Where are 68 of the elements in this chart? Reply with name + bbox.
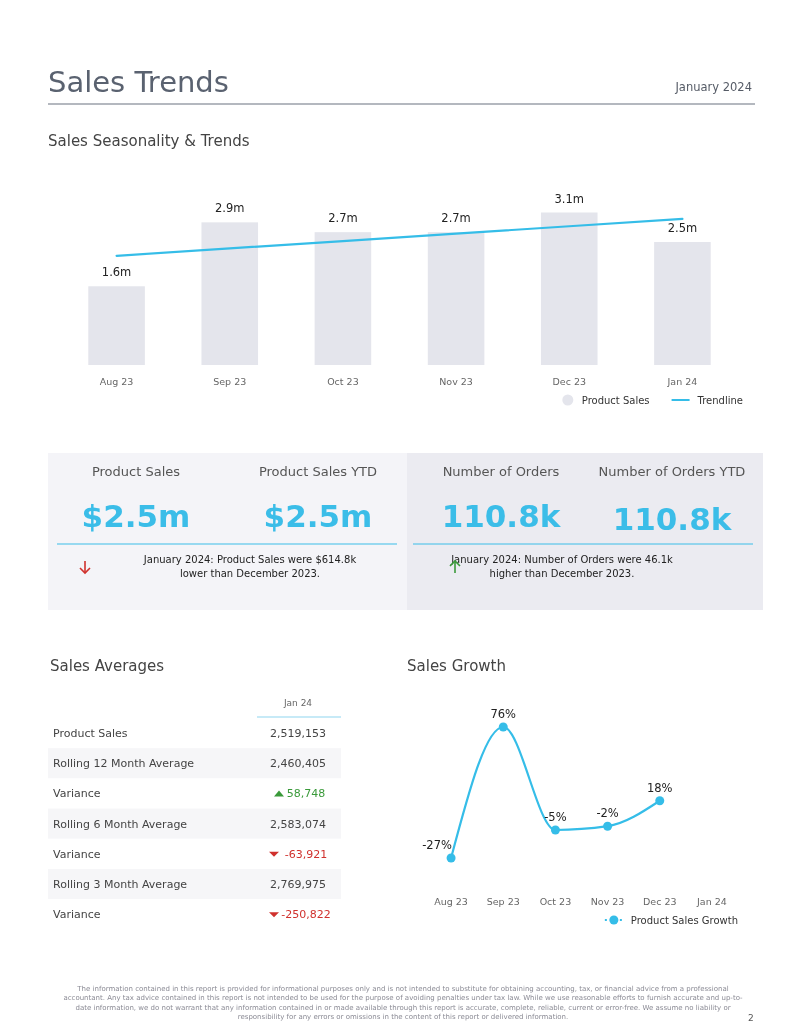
data-label: -5% [544,810,567,825]
bar [88,286,145,365]
text: 2,460,405 [270,757,326,771]
text: Jan 24 [282,698,313,708]
chart-title: Sales Seasonality & Trends [48,132,250,150]
category-label: Product Sales YTD [258,464,378,479]
x-tick-label: Sep 23 [486,896,520,907]
text: -63,921 [284,847,328,861]
text: January 2024 [674,80,752,94]
data-label: 2.5m [667,221,698,236]
text: 2,519,153 [270,727,326,740]
bar [201,222,259,365]
category-label: Product Sales [53,727,128,740]
data-label: 2.7m [328,211,358,226]
point [655,796,665,806]
text: Sales Trends [48,65,229,99]
category-label: Rolling 6 Month Average [53,817,188,831]
x-tick-label: Dec 23 [643,896,677,907]
text: January 2024: Product Sales were $614.8k lower than December 2023. [142,554,357,579]
category-label: Rolling 12 Month Average [53,757,195,771]
x-tick-label: Oct 23 [327,376,359,387]
category-label: Variance [53,847,101,861]
data-label: 18% [646,780,673,795]
category-label: Product Sales [91,464,181,479]
x-tick-label: Aug 23 [434,896,468,907]
text: 2,583,074 [270,817,326,831]
category-label: Variance [53,787,101,801]
bar [427,232,485,365]
x-tick-label: Nov 23 [439,376,473,387]
data-label: -27% [422,838,453,852]
data-label: 1.6m [101,265,132,280]
text: -250,822 [281,908,331,922]
legend-label: Product Sales [581,395,650,406]
data-label: 2.7m [441,211,471,226]
text: $2.5m [81,498,191,534]
x-tick-label: Sep 23 [213,376,247,387]
text: 110.8k [441,498,561,534]
point [550,825,560,835]
bar [314,232,372,365]
text: 110.8k [612,501,732,537]
x-tick-label: Jan 24 [696,896,727,907]
data-label: -2% [596,806,619,821]
text: 2 [748,1013,754,1023]
x-tick-label: Jan 24 [666,376,698,387]
x-tick-label: Nov 23 [590,896,625,907]
legend-label: Product Sales Growth [630,915,738,926]
category-label: Number of Orders [442,464,560,479]
data-label: 3.1m [554,191,584,206]
text: $2.5m [263,498,373,534]
text: Sales Averages [50,657,165,675]
point [603,821,613,831]
category-label: Number of Orders YTD [598,464,746,479]
category-label: Rolling 3 Month Average [53,878,188,891]
x-tick-label: Aug 23 [99,376,134,387]
x-tick-label: Dec 23 [552,376,586,387]
point [446,853,456,863]
legend-label: Trendline [696,395,743,406]
text: January 2024: Number of Orders were 46.1k higher than December 2023. [450,554,674,579]
bar [540,212,598,365]
category-label: Variance [53,908,101,922]
point [498,722,508,732]
data-label: 76% [490,707,517,721]
bar [654,242,711,365]
text: 58,748 [286,787,326,801]
x-tick-label: Oct 23 [539,896,572,907]
text: 2,769,975 [270,878,326,891]
chart-title: Sales Growth [407,657,506,675]
data-label: 2.9m [215,201,245,216]
